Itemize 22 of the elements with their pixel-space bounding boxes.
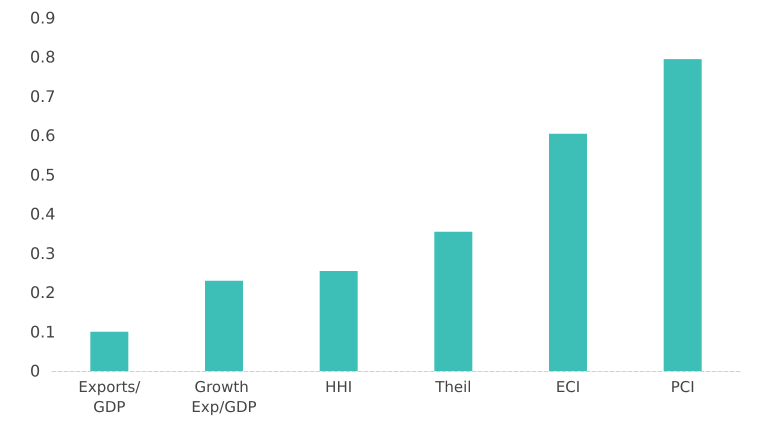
x-tick-label: Growth Exp/GDP [191,378,257,416]
x-tick-label: Theil [434,378,472,396]
y-tick-label: 0.6 [30,126,56,146]
bar [90,332,128,371]
x-tick-label: HHI [325,378,352,396]
x-tick-label: PCI [670,378,695,396]
y-tick-label: 0.2 [30,283,56,302]
y-tick-label: 0.9 [30,8,56,28]
bar [320,270,358,371]
y-tick-label: 0.5 [30,165,56,184]
y-tick-label: 0.4 [30,204,56,224]
y-tick-label: 0.3 [30,244,56,263]
bar [434,232,472,371]
y-tick-label: 0.1 [30,322,56,342]
y-tick-label: 0.8 [30,48,56,67]
x-tick-label: ECI [556,378,580,396]
x-tick-label: Exports/GDP [78,378,142,416]
y-tick-label: 0 [30,362,40,380]
bar [664,59,702,371]
y-tick-label: 0.7 [30,86,56,106]
bar [549,134,587,371]
bar [205,280,243,371]
